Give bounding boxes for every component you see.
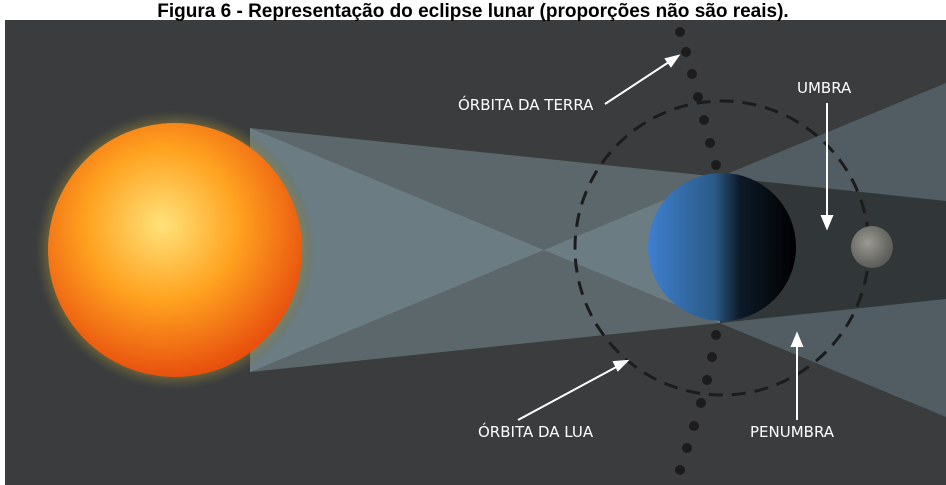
earth-orbit [675,27,721,475]
label-penumbra: PENUMBRA [750,423,835,441]
earth [648,173,796,321]
title: Figura 6 - Representação do eclipse luna… [157,1,788,22]
penumbra-cone [250,83,946,417]
label-umbra: UMBRA [797,79,852,97]
moon [851,226,893,268]
light-beam [250,128,720,372]
label-earth-orbit: ÓRBITA DA TERRA [458,95,594,114]
arrows [517,54,834,421]
sun [48,123,302,377]
label-moon-orbit: ÓRBITA DA LUA [478,422,594,441]
